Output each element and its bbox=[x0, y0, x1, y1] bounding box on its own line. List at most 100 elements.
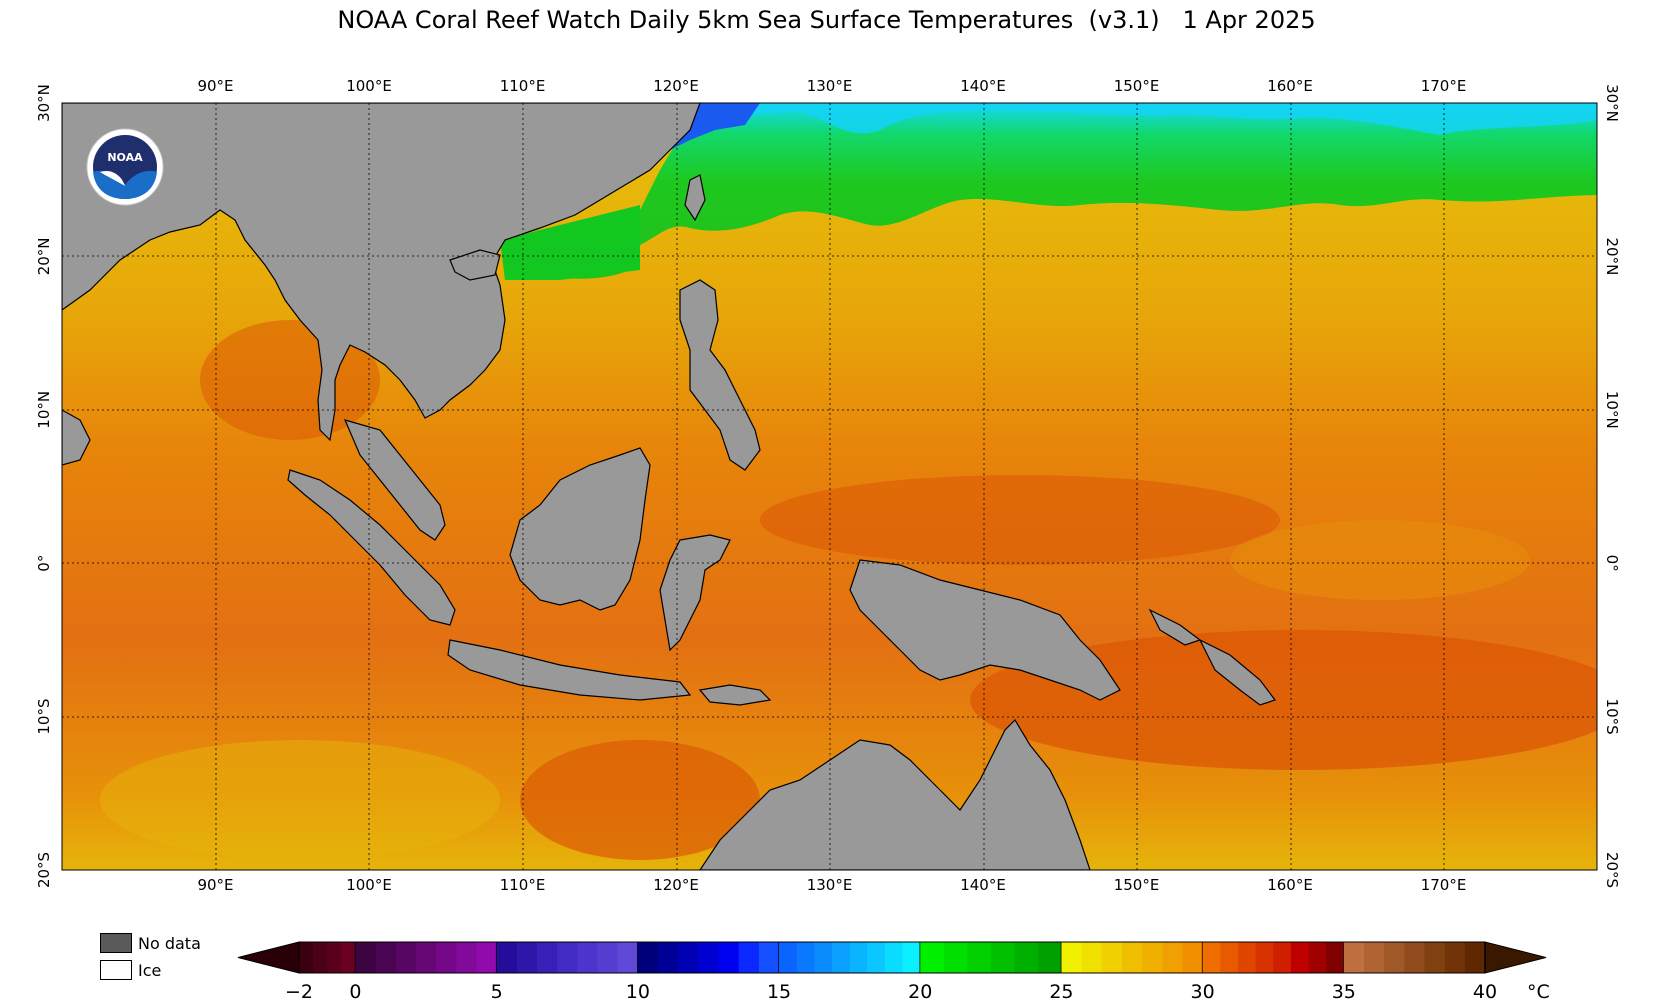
noaa-logo: NOAA bbox=[86, 128, 164, 206]
lon-label-bottom: 130°E bbox=[807, 876, 853, 894]
colorbar-segment bbox=[718, 942, 740, 973]
colorbar-low-extension bbox=[237, 941, 300, 974]
lon-label-top: 130°E bbox=[807, 77, 853, 95]
map-frame bbox=[61, 102, 1598, 871]
cool-water-south-china-coast bbox=[500, 205, 640, 280]
colorbar-segment bbox=[990, 942, 1015, 973]
sumatra bbox=[287, 469, 456, 626]
colorbar-tick-label: 20 bbox=[908, 981, 932, 1003]
cool-water-far-north bbox=[700, 103, 1597, 135]
lat-label-left: 10°S bbox=[35, 699, 53, 735]
colorbar-segment bbox=[1237, 942, 1257, 973]
australia bbox=[699, 719, 1091, 870]
colorbar-segment bbox=[967, 942, 992, 973]
lat-labels-left: 30°N 20°N 10°N 0° 10°S 20°S bbox=[35, 84, 53, 888]
colorbar-segment bbox=[1464, 942, 1486, 973]
colorbar-segment bbox=[867, 942, 886, 973]
new-ireland bbox=[1148, 608, 1202, 646]
colorbar-segment bbox=[779, 942, 798, 973]
hot-patch-equator bbox=[760, 475, 1280, 565]
lon-label-bottom: 100°E bbox=[346, 876, 392, 894]
colorbar-tick-label: 40 bbox=[1473, 981, 1497, 1003]
colorbar-segment bbox=[341, 942, 356, 973]
lon-label-top: 150°E bbox=[1114, 77, 1160, 95]
lon-labels-bottom: 90°E 100°E 110°E 120°E 130°E 140°E 150°E 160°E 1… bbox=[197, 876, 1466, 894]
colorbar-segment bbox=[849, 942, 868, 973]
colorbar-segment bbox=[884, 942, 904, 973]
colorbar-segment bbox=[1326, 942, 1345, 973]
lon-label-top: 120°E bbox=[653, 77, 699, 95]
map-title: NOAA Coral Reef Watch Daily 5km Sea Surf… bbox=[337, 6, 1316, 34]
lon-label-bottom: 160°E bbox=[1267, 876, 1313, 894]
colorbar-segment bbox=[758, 942, 780, 973]
colorbar-unit: °C bbox=[1527, 981, 1550, 1003]
sulawesi bbox=[659, 534, 731, 652]
taiwan bbox=[684, 174, 706, 222]
colorbar-segment bbox=[1290, 942, 1310, 973]
colorbar-high-extension bbox=[1484, 941, 1547, 974]
colorbar-segment bbox=[1255, 942, 1274, 973]
borneo bbox=[509, 447, 651, 611]
colorbar-segment bbox=[355, 942, 377, 973]
lon-label-bottom: 150°E bbox=[1114, 876, 1160, 894]
colorbar-segment bbox=[1101, 942, 1123, 973]
colorbar-segment bbox=[375, 942, 397, 973]
colorbar-segment bbox=[1162, 942, 1183, 973]
lat-label-right: 20°S bbox=[1603, 852, 1621, 888]
lat-label-right: 10°N bbox=[1603, 391, 1621, 429]
lat-label-right: 30°N bbox=[1603, 84, 1621, 122]
colorbar-segment bbox=[658, 942, 679, 973]
lat-label-right: 0° bbox=[1603, 555, 1621, 572]
colorbar-segment bbox=[617, 942, 639, 973]
colorbar-segment bbox=[496, 942, 518, 973]
colorbar-segment bbox=[1444, 942, 1466, 973]
colorbar-segment bbox=[1202, 942, 1221, 973]
colorbar-segment bbox=[1343, 942, 1365, 973]
sri-lanka bbox=[62, 409, 91, 466]
colorbar-segment bbox=[456, 942, 477, 973]
colorbar-segment bbox=[1142, 942, 1163, 973]
colorbar-segment bbox=[920, 942, 945, 973]
asian-mainland bbox=[62, 103, 701, 442]
lat-label-right: 20°N bbox=[1603, 237, 1621, 275]
lat-label-left: 20°N bbox=[35, 237, 53, 275]
colorbar-segment bbox=[537, 942, 558, 973]
lon-label-bottom: 170°E bbox=[1421, 876, 1467, 894]
colorbar-segment bbox=[1363, 942, 1385, 973]
colorbar-segment bbox=[678, 942, 699, 973]
colorbar-segment bbox=[1014, 942, 1039, 973]
colorbar-segment bbox=[902, 942, 921, 973]
graticule bbox=[62, 103, 1597, 870]
colorbar-tick-labels: −2 0 5 10 15 20 25 30 35 40 bbox=[285, 981, 1497, 1003]
hot-patch-nw-australia bbox=[520, 740, 760, 860]
colorbar-tick-label: 15 bbox=[767, 981, 791, 1003]
colorbar-segment bbox=[327, 942, 342, 973]
colorbar-tick-label: 30 bbox=[1191, 981, 1215, 1003]
land bbox=[62, 103, 1276, 870]
new-guinea bbox=[849, 559, 1121, 701]
colorbar-tick-label: 25 bbox=[1049, 981, 1073, 1003]
colorbar-segment bbox=[395, 942, 417, 973]
colorbar-segment bbox=[943, 942, 968, 973]
warm-patch-east bbox=[1230, 520, 1530, 600]
colorbar-tick-label: −2 bbox=[285, 981, 313, 1003]
sst-field bbox=[62, 103, 1597, 870]
colorbar-segment bbox=[313, 942, 328, 973]
colorbar-segment bbox=[516, 942, 538, 973]
legend-no-data-label: No data bbox=[138, 934, 201, 953]
cool-patch-sw bbox=[100, 740, 500, 860]
lon-label-bottom: 140°E bbox=[960, 876, 1006, 894]
lat-label-left: 0° bbox=[35, 555, 53, 572]
colorbar-segment bbox=[1037, 942, 1062, 973]
colorbar bbox=[237, 941, 1547, 974]
colorbar-segment bbox=[698, 942, 720, 973]
colorbar-tick-label: 0 bbox=[349, 981, 361, 1003]
philippines bbox=[679, 279, 761, 471]
colorbar-segment bbox=[1081, 942, 1103, 973]
colorbar-segment bbox=[557, 942, 578, 973]
legend-no-data-swatch bbox=[100, 933, 132, 953]
lon-labels-top: 90°E 100°E 110°E 120°E 130°E 140°E 150°E 160°E 1… bbox=[197, 77, 1466, 95]
lon-label-bottom: 120°E bbox=[653, 876, 699, 894]
colorbar-segment bbox=[577, 942, 599, 973]
